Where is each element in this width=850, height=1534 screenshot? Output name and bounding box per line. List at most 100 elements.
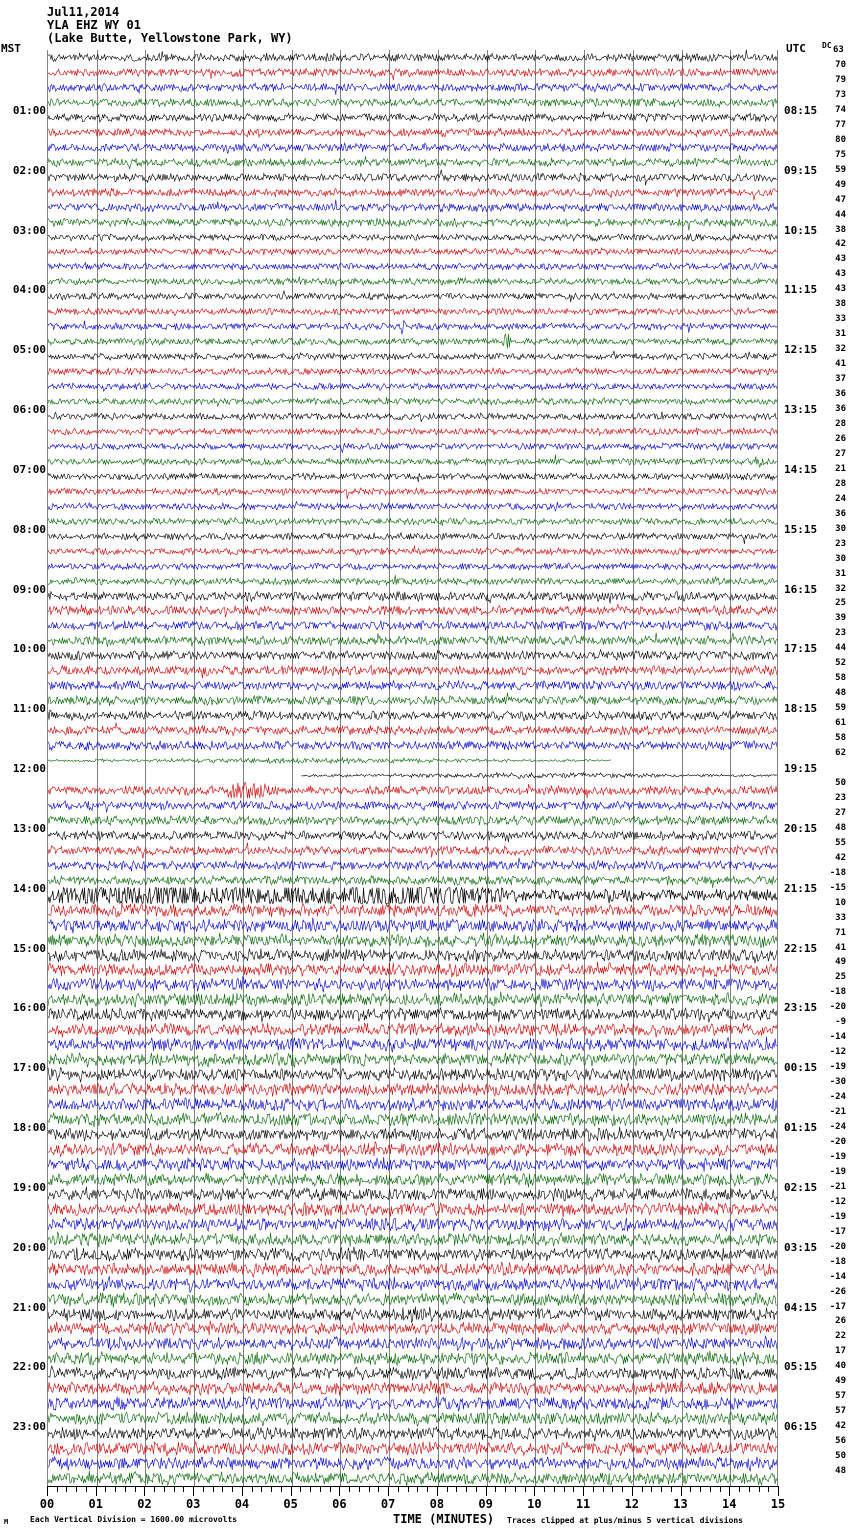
trace-row — [48, 1307, 777, 1322]
trace-row — [48, 349, 777, 364]
trace-path — [48, 1442, 777, 1457]
dc-offset-value: 49 — [835, 957, 846, 968]
dc-offset-value: 21 — [835, 463, 846, 474]
x-tick-major — [583, 1486, 585, 1496]
x-tick-major — [339, 1486, 341, 1496]
x-tick-minor — [163, 1486, 165, 1492]
x-tick-minor — [368, 1486, 370, 1492]
utc-time-label: 08:15 — [784, 103, 818, 117]
x-tick-minor — [280, 1486, 282, 1492]
dc-offset-value: 23 — [835, 792, 846, 803]
dc-offset-value: 73 — [835, 89, 846, 100]
trace-row — [48, 1112, 777, 1127]
utc-axis-label: UTC — [786, 42, 806, 55]
trace-path — [48, 962, 777, 978]
trace-row — [48, 125, 777, 140]
trace-path — [48, 1083, 777, 1097]
trace-path — [48, 710, 777, 721]
trace-path — [301, 772, 777, 778]
x-tick-minor — [183, 1486, 185, 1492]
mst-time-label: 02:00 — [12, 163, 46, 177]
trace-row — [48, 544, 777, 559]
dc-offset-value: 36 — [835, 389, 846, 400]
trace-row — [48, 574, 777, 589]
trace-row — [48, 170, 777, 185]
trace-path — [48, 1336, 777, 1352]
x-tick-minor — [514, 1486, 516, 1492]
dc-offset-value: 41 — [835, 942, 846, 953]
trace-path — [48, 932, 777, 947]
x-tick-label: 13 — [673, 1497, 688, 1511]
trace-row — [48, 723, 777, 738]
plot-header: Jul11,2014 YLA EHZ WY 01 (Lake Butte, Ye… — [47, 6, 293, 45]
vertical-scale-note: Each Vertical Division = 1600.00 microvo… — [30, 1515, 238, 1524]
trace-path — [48, 1157, 777, 1171]
dc-offset-value: 70 — [835, 59, 846, 70]
dc-offset-value: 59 — [835, 703, 846, 714]
trace-path — [48, 501, 777, 510]
x-tick-minor — [427, 1486, 429, 1492]
trace-path — [48, 1068, 777, 1083]
x-tick-label: 14 — [722, 1497, 737, 1511]
trace-path — [48, 143, 777, 153]
mst-time-label: 23:00 — [12, 1420, 46, 1434]
dc-offset-value: 49 — [835, 1376, 846, 1387]
x-tick-major — [290, 1486, 292, 1496]
header-location: (Lake Butte, Yellowstone Park, WY) — [47, 31, 293, 45]
trace-row — [48, 783, 777, 798]
trace-path — [48, 1292, 777, 1307]
x-tick-minor — [115, 1486, 117, 1492]
x-tick-minor — [134, 1486, 136, 1492]
x-tick-minor — [690, 1486, 692, 1492]
trace-row — [48, 215, 777, 230]
dc-offset-value: 77 — [835, 119, 846, 130]
mst-axis-label: MST — [1, 42, 21, 55]
dc-offset-value: 48 — [835, 688, 846, 699]
utc-time-label: 11:15 — [784, 283, 818, 297]
dc-offset-value: 26 — [835, 433, 846, 444]
trace-path — [48, 1201, 777, 1217]
utc-time-label: 13:15 — [784, 403, 818, 416]
trace-row — [48, 888, 777, 903]
gridline-minute-02 — [145, 50, 147, 1486]
dc-offset-value: -17 — [829, 1226, 846, 1237]
utc-time-label: 23:15 — [784, 1001, 818, 1015]
x-tick-major — [144, 1486, 146, 1496]
trace-path — [48, 218, 777, 230]
x-tick-minor — [329, 1486, 331, 1492]
x-tick-major — [631, 1486, 633, 1496]
trace-row — [48, 334, 777, 349]
dc-offset-value: 75 — [835, 149, 846, 160]
mst-time-label: 01:00 — [12, 103, 46, 117]
dc-offset-value: 26 — [835, 1316, 846, 1327]
mst-time-label: 15:00 — [12, 941, 46, 955]
trace-path — [48, 351, 777, 360]
trace-path — [48, 783, 777, 799]
trace-row — [48, 768, 777, 783]
trace-row — [48, 903, 777, 918]
trace-path — [48, 1008, 777, 1022]
x-tick-major — [485, 1486, 487, 1496]
dc-offset-value: 57 — [835, 1406, 846, 1417]
trace-row — [48, 319, 777, 334]
trace-row — [48, 394, 777, 409]
dc-offset-value: 23 — [835, 628, 846, 639]
dc-offset-value: -15 — [829, 882, 846, 893]
trace-row — [48, 738, 777, 753]
dc-offset-value: 17 — [835, 1346, 846, 1357]
dc-offset-value: -19 — [829, 1166, 846, 1177]
gridline-minute-03 — [194, 50, 196, 1486]
dc-offset-value: 47 — [835, 194, 846, 205]
trace-row — [48, 1292, 777, 1307]
trace-row — [48, 529, 777, 544]
mst-time-label: 12:00 — [12, 762, 46, 775]
x-tick-minor — [612, 1486, 614, 1492]
mst-time-label: 14:00 — [12, 881, 46, 895]
trace-row — [48, 1067, 777, 1082]
dc-offset-value: 28 — [835, 478, 846, 489]
trace-row — [48, 140, 777, 155]
dc-offset-value: -18 — [829, 987, 846, 998]
x-tick-minor — [202, 1486, 204, 1492]
x-tick-minor — [358, 1486, 360, 1492]
trace-row — [48, 1187, 777, 1202]
